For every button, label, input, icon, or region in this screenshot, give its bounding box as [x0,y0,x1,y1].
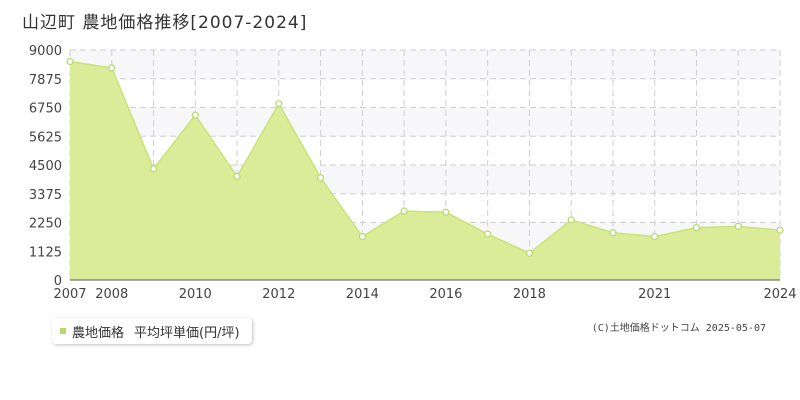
x-tick-label: 2014 [346,287,379,302]
x-tick-label: 2018 [513,287,546,302]
data-point [442,208,450,216]
source-credit: (C)土地価格ドットコム 2025-05-07 [591,323,766,334]
data-point [692,224,701,232]
data-point [400,207,408,215]
grid-band [70,107,780,137]
legend: 農地価格 平均坪単価(円/坪) [52,318,252,344]
data-point [525,249,534,257]
y-tick-label: 9000 [29,44,62,59]
legend-unit-label: 平均坪単価(円/坪) [134,325,240,341]
y-tick-label: 7875 [29,73,62,88]
data-point [316,174,325,182]
y-tick-label: 1125 [29,245,62,260]
data-point [609,229,617,237]
x-tick-label: 2007 [53,287,86,302]
x-tick-label: 2010 [179,287,212,302]
y-tick-label: 3375 [29,188,62,203]
data-point [233,172,241,181]
x-tick-label: 2016 [429,287,462,302]
x-tick-label: 2024 [763,287,796,302]
data-point [358,232,366,241]
data-point [66,57,74,66]
data-point [191,111,199,119]
legend-series-label: 農地価格 [72,325,125,341]
y-tick-label: 5625 [29,130,62,145]
data-point [275,100,283,108]
y-tick-label: 4500 [29,159,62,174]
grid-band [70,50,780,79]
y-tick-label: 2250 [29,217,62,232]
x-tick-label: 2012 [262,287,295,302]
chart-title: 山辺町 農地価格推移[2007-2024] [22,13,308,33]
data-point [651,232,659,241]
legend-swatch [60,328,66,334]
series-line [69,60,781,255]
x-tick-label: 2008 [95,287,128,302]
data-point [734,222,742,230]
x-tick-label: 2021 [638,287,671,302]
series-area [70,61,780,280]
data-point [149,165,158,173]
data-point [776,226,784,234]
data-point [108,64,116,72]
y-tick-label: 6750 [29,102,62,117]
data-point [484,230,492,238]
data-point [567,216,575,224]
y-tick-label: 0 [54,274,62,289]
